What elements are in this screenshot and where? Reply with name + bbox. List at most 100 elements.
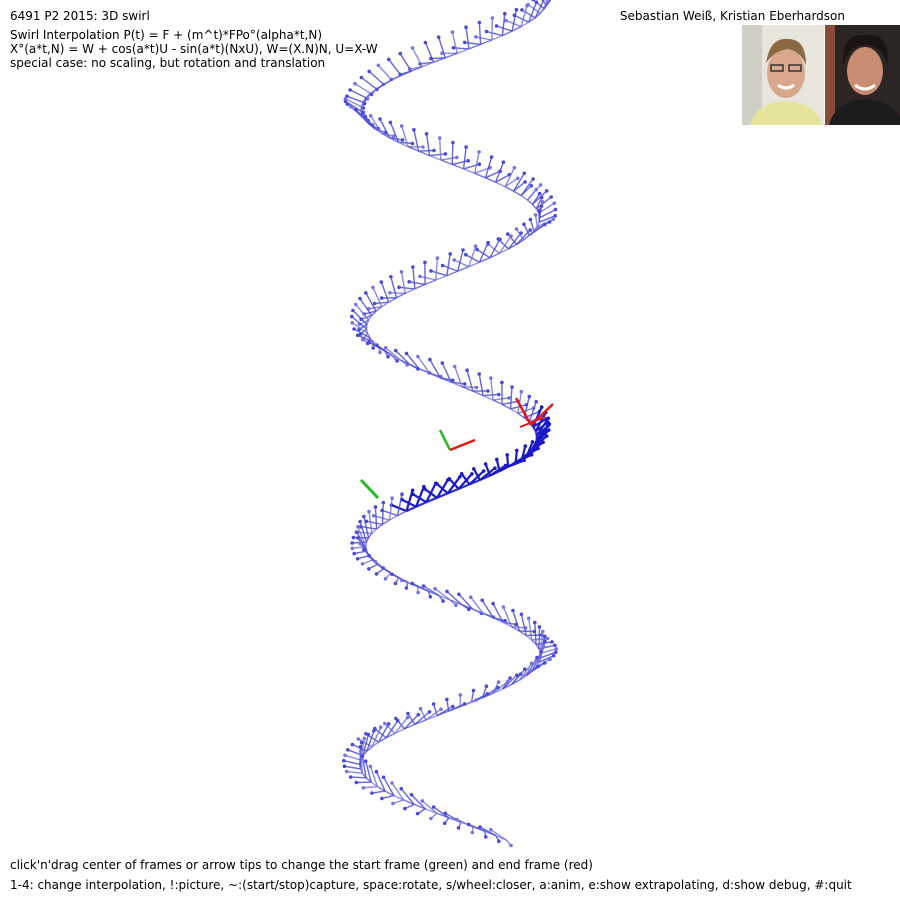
arrow-tip bbox=[371, 285, 375, 290]
arrow-tip bbox=[372, 301, 377, 306]
frame-arrow bbox=[421, 61, 434, 68]
frame-arrow bbox=[479, 257, 491, 263]
arrow-tip bbox=[534, 0, 539, 4]
frame-arrow bbox=[374, 728, 387, 739]
arrow-tip bbox=[514, 7, 519, 12]
arrow-tip bbox=[533, 213, 538, 217]
frame-arrow bbox=[366, 730, 375, 752]
arrow-tip bbox=[519, 389, 524, 394]
frame-arrow bbox=[425, 496, 438, 504]
frame-arrow bbox=[399, 53, 412, 72]
arrow-tip bbox=[484, 835, 488, 839]
frame-arrow bbox=[532, 203, 537, 210]
frame-arrow bbox=[516, 229, 531, 245]
frame-arrow bbox=[363, 516, 370, 538]
arrow-tip bbox=[360, 110, 365, 115]
arrow-tip bbox=[451, 46, 456, 50]
frame-arrow bbox=[446, 590, 462, 605]
arrow-tip bbox=[374, 769, 379, 774]
frame-arrow bbox=[504, 177, 519, 188]
arrow-tip bbox=[367, 69, 372, 74]
frame-arrow bbox=[482, 692, 494, 699]
arrow-tip bbox=[554, 647, 558, 651]
frame-arrow bbox=[400, 271, 406, 294]
arrow-tip bbox=[440, 361, 445, 365]
author-photo-2 bbox=[825, 25, 900, 125]
arrow-tip bbox=[503, 11, 507, 16]
frame-arrow bbox=[535, 197, 543, 210]
frame-arrow bbox=[388, 58, 402, 77]
arrow-tip bbox=[514, 227, 519, 231]
arrow-tip bbox=[397, 285, 401, 290]
arrow-tip bbox=[393, 348, 398, 353]
frame-arrow bbox=[389, 292, 406, 294]
arrow-tip bbox=[360, 338, 365, 342]
arrow-tip bbox=[489, 827, 493, 832]
arrow-tip bbox=[496, 685, 500, 690]
frame-arrow bbox=[491, 34, 503, 41]
frame-arrow bbox=[384, 722, 396, 734]
frame-arrow bbox=[519, 630, 527, 637]
frame-arrow bbox=[424, 279, 437, 286]
arrow-tip bbox=[367, 340, 371, 345]
arrow-tip bbox=[497, 392, 501, 397]
arrow-tip bbox=[362, 736, 367, 741]
arrow-tip bbox=[523, 180, 527, 184]
frame-arrow bbox=[403, 714, 419, 730]
arrow-tip bbox=[503, 618, 507, 623]
frame-arrow bbox=[385, 720, 399, 739]
frame-arrow bbox=[462, 386, 477, 389]
arrow-tip bbox=[423, 260, 427, 265]
frame-arrow bbox=[462, 147, 467, 169]
frame-arrow bbox=[501, 400, 519, 406]
arrow-tip bbox=[411, 265, 415, 269]
arrow-tip bbox=[368, 764, 373, 769]
frame-arrow bbox=[359, 521, 368, 543]
frame-arrow bbox=[389, 122, 400, 143]
frame-arrow bbox=[362, 750, 368, 757]
frame-arrow bbox=[400, 359, 410, 366]
frame-arrow bbox=[453, 259, 470, 268]
arrow-tip bbox=[451, 378, 455, 383]
frame-arrow bbox=[514, 14, 530, 23]
arrow-tip bbox=[359, 75, 364, 80]
frame-arrow bbox=[526, 199, 534, 205]
key-frames[interactable] bbox=[359, 397, 554, 500]
arrow-tip bbox=[489, 155, 494, 159]
frame-arrow bbox=[481, 599, 494, 619]
frame-arrow bbox=[513, 172, 525, 192]
arrow-tip bbox=[497, 839, 501, 843]
frame-arrow bbox=[390, 276, 398, 298]
arrow-tip bbox=[345, 94, 349, 98]
arrow-tip bbox=[406, 711, 410, 716]
arrow-tip bbox=[354, 107, 358, 112]
arrow-tip bbox=[539, 405, 544, 409]
arrow-tip bbox=[494, 24, 499, 28]
arrow-tip bbox=[547, 220, 552, 224]
arrow-tip bbox=[368, 114, 373, 118]
end-frame[interactable] bbox=[514, 397, 554, 428]
arrow-tip bbox=[416, 354, 420, 359]
frame-arrow bbox=[362, 734, 370, 756]
frame-arrow bbox=[425, 133, 431, 156]
frame-arrow bbox=[475, 36, 492, 41]
arrow-tip bbox=[475, 247, 479, 252]
frame-arrow bbox=[351, 322, 368, 334]
arrow-tip bbox=[541, 629, 545, 634]
frame-arrow bbox=[368, 511, 373, 534]
arrow-tip bbox=[445, 589, 449, 594]
arrow-tip bbox=[462, 382, 467, 386]
arrow-tip bbox=[355, 530, 359, 535]
frame-arrow bbox=[472, 468, 481, 481]
arrow-tip bbox=[551, 217, 556, 222]
frame-arrow bbox=[349, 89, 367, 99]
arrow-tip bbox=[474, 385, 479, 390]
start-frame[interactable] bbox=[359, 429, 476, 500]
arrow-tip bbox=[421, 584, 426, 588]
frame-arrow bbox=[357, 526, 367, 547]
instructions-text: click'n'drag center of frames or arrow t… bbox=[10, 858, 593, 872]
frame-arrow bbox=[393, 794, 404, 801]
frame-arrow bbox=[480, 39, 493, 46]
frame-arrow bbox=[531, 651, 542, 672]
